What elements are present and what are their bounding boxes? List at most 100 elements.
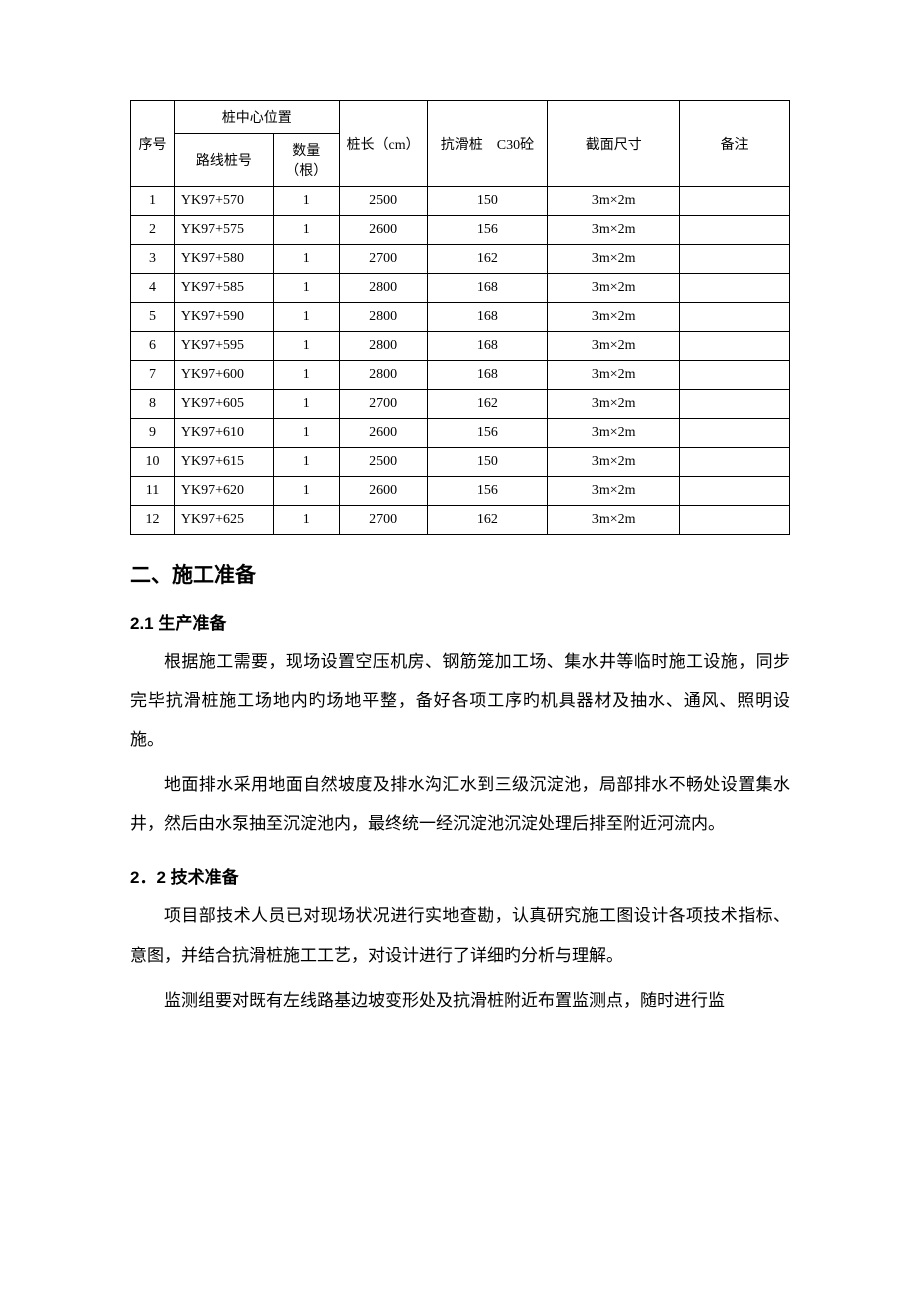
table-cell-route: YK97+625 <box>174 506 273 535</box>
table-cell-sec: 3m×2m <box>548 448 680 477</box>
table-cell-qty: 1 <box>273 506 339 535</box>
table-cell-note <box>680 245 790 274</box>
table-cell-c30: 150 <box>427 187 548 216</box>
table-cell-seq: 3 <box>131 245 175 274</box>
table-cell-route: YK97+605 <box>174 390 273 419</box>
table-cell-seq: 4 <box>131 274 175 303</box>
table-row: 7YK97+600128001683m×2m <box>131 361 790 390</box>
table-cell-seq: 7 <box>131 361 175 390</box>
paragraph: 监测组要对既有左线路基边坡变形处及抗滑桩附近布置监测点，随时进行监 <box>130 981 790 1020</box>
heading-section-2: 二、施工准备 <box>130 559 790 589</box>
table-cell-len: 2800 <box>339 274 427 303</box>
table-cell-note <box>680 477 790 506</box>
th-note: 备注 <box>680 101 790 187</box>
table-cell-seq: 11 <box>131 477 175 506</box>
th-length: 桩长（cm） <box>339 101 427 187</box>
table-row: 11YK97+620126001563m×2m <box>131 477 790 506</box>
table-cell-sec: 3m×2m <box>548 477 680 506</box>
table-row: 9YK97+610126001563m×2m <box>131 419 790 448</box>
th-route: 路线桩号 <box>174 134 273 187</box>
table-body: 1YK97+570125001503m×2m2YK97+575126001563… <box>131 187 790 535</box>
table-cell-note <box>680 448 790 477</box>
table-cell-sec: 3m×2m <box>548 245 680 274</box>
table-cell-seq: 2 <box>131 216 175 245</box>
table-cell-sec: 3m×2m <box>548 274 680 303</box>
table-cell-seq: 10 <box>131 448 175 477</box>
table-cell-c30: 162 <box>427 390 548 419</box>
table-cell-route: YK97+610 <box>174 419 273 448</box>
table-cell-route: YK97+585 <box>174 274 273 303</box>
table-row: 8YK97+605127001623m×2m <box>131 390 790 419</box>
heading-2-2: 2．2 技术准备 <box>130 863 790 888</box>
table-cell-len: 2700 <box>339 506 427 535</box>
table-cell-qty: 1 <box>273 448 339 477</box>
table-cell-sec: 3m×2m <box>548 332 680 361</box>
table-cell-len: 2800 <box>339 361 427 390</box>
table-row: 10YK97+615125001503m×2m <box>131 448 790 477</box>
table-cell-qty: 1 <box>273 216 339 245</box>
table-row: 6YK97+595128001683m×2m <box>131 332 790 361</box>
th-seq: 序号 <box>131 101 175 187</box>
table-cell-c30: 156 <box>427 216 548 245</box>
table-cell-note <box>680 506 790 535</box>
table-cell-note <box>680 390 790 419</box>
table-cell-note <box>680 216 790 245</box>
table-cell-seq: 5 <box>131 303 175 332</box>
table-cell-c30: 168 <box>427 332 548 361</box>
table-cell-qty: 1 <box>273 361 339 390</box>
table-cell-sec: 3m×2m <box>548 361 680 390</box>
table-cell-qty: 1 <box>273 187 339 216</box>
table-cell-seq: 8 <box>131 390 175 419</box>
table-cell-route: YK97+600 <box>174 361 273 390</box>
table-cell-len: 2800 <box>339 303 427 332</box>
table-row: 5YK97+590128001683m×2m <box>131 303 790 332</box>
paragraph: 项目部技术人员已对现场状况进行实地查勘，认真研究施工图设计各项技术指标、意图，并… <box>130 896 790 974</box>
table-cell-len: 2800 <box>339 332 427 361</box>
table-cell-note <box>680 274 790 303</box>
table-row: 12YK97+625127001623m×2m <box>131 506 790 535</box>
table-cell-qty: 1 <box>273 390 339 419</box>
table-cell-c30: 168 <box>427 274 548 303</box>
pile-table: 序号 桩中心位置 桩长（cm） 抗滑桩 C30砼 截面尺寸 备注 路线桩号 数量… <box>130 100 790 535</box>
th-section: 截面尺寸 <box>548 101 680 187</box>
table-cell-len: 2500 <box>339 187 427 216</box>
table-cell-route: YK97+595 <box>174 332 273 361</box>
table-cell-len: 2700 <box>339 390 427 419</box>
table-cell-seq: 12 <box>131 506 175 535</box>
th-qty: 数量（根） <box>273 134 339 187</box>
table-cell-c30: 162 <box>427 245 548 274</box>
table-cell-route: YK97+580 <box>174 245 273 274</box>
table-cell-sec: 3m×2m <box>548 419 680 448</box>
table-cell-qty: 1 <box>273 274 339 303</box>
table-cell-seq: 9 <box>131 419 175 448</box>
table-row: 2YK97+575126001563m×2m <box>131 216 790 245</box>
table-cell-note <box>680 361 790 390</box>
table-cell-seq: 1 <box>131 187 175 216</box>
table-cell-sec: 3m×2m <box>548 506 680 535</box>
table-cell-qty: 1 <box>273 477 339 506</box>
table-cell-qty: 1 <box>273 332 339 361</box>
table-cell-note <box>680 303 790 332</box>
table-row: 3YK97+580127001623m×2m <box>131 245 790 274</box>
th-c30: 抗滑桩 C30砼 <box>427 101 548 187</box>
table-cell-seq: 6 <box>131 332 175 361</box>
heading-2-1: 2.1 生产准备 <box>130 609 790 634</box>
table-cell-route: YK97+575 <box>174 216 273 245</box>
table-cell-len: 2700 <box>339 245 427 274</box>
table-cell-route: YK97+590 <box>174 303 273 332</box>
table-cell-qty: 1 <box>273 419 339 448</box>
table-cell-c30: 150 <box>427 448 548 477</box>
table-cell-route: YK97+615 <box>174 448 273 477</box>
table-header: 序号 桩中心位置 桩长（cm） 抗滑桩 C30砼 截面尺寸 备注 路线桩号 数量… <box>131 101 790 187</box>
table-cell-note <box>680 332 790 361</box>
table-cell-sec: 3m×2m <box>548 187 680 216</box>
table-cell-len: 2600 <box>339 216 427 245</box>
paragraph: 根据施工需要，现场设置空压机房、钢筋笼加工场、集水井等临时施工设施，同步完毕抗滑… <box>130 642 790 759</box>
table-cell-note <box>680 419 790 448</box>
table-cell-c30: 156 <box>427 477 548 506</box>
table-row: 4YK97+585128001683m×2m <box>131 274 790 303</box>
table-cell-c30: 162 <box>427 506 548 535</box>
table-cell-sec: 3m×2m <box>548 390 680 419</box>
table-cell-len: 2600 <box>339 477 427 506</box>
table-cell-qty: 1 <box>273 303 339 332</box>
